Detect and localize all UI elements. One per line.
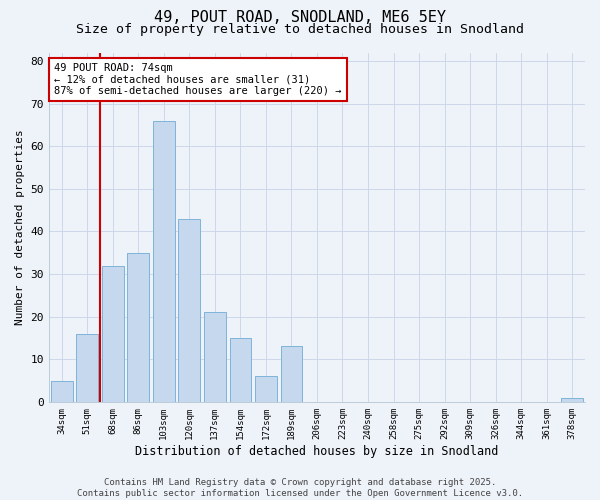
Bar xyxy=(230,338,251,402)
Text: 49, POUT ROAD, SNODLAND, ME6 5EY: 49, POUT ROAD, SNODLAND, ME6 5EY xyxy=(154,10,446,25)
Text: Size of property relative to detached houses in Snodland: Size of property relative to detached ho… xyxy=(76,22,524,36)
Bar xyxy=(127,252,149,402)
Bar xyxy=(562,398,583,402)
Bar xyxy=(255,376,277,402)
Bar xyxy=(102,266,124,402)
Text: Contains HM Land Registry data © Crown copyright and database right 2025.
Contai: Contains HM Land Registry data © Crown c… xyxy=(77,478,523,498)
Bar xyxy=(204,312,226,402)
Y-axis label: Number of detached properties: Number of detached properties xyxy=(15,130,25,325)
X-axis label: Distribution of detached houses by size in Snodland: Distribution of detached houses by size … xyxy=(135,444,499,458)
Bar xyxy=(153,120,175,402)
Text: 49 POUT ROAD: 74sqm
← 12% of detached houses are smaller (31)
87% of semi-detach: 49 POUT ROAD: 74sqm ← 12% of detached ho… xyxy=(54,63,342,96)
Bar xyxy=(178,218,200,402)
Bar xyxy=(281,346,302,402)
Bar xyxy=(51,380,73,402)
Bar xyxy=(76,334,98,402)
